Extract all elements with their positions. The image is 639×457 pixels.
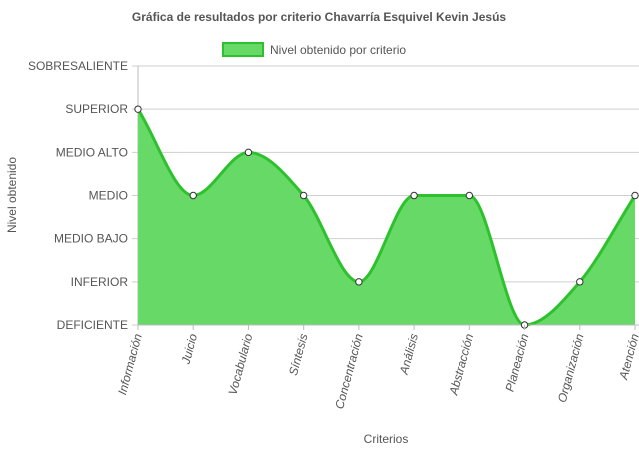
y-tick-label: SUPERIOR <box>65 102 128 116</box>
y-axis-label: Nivel obtenido <box>5 157 19 233</box>
x-tick-label: Organización <box>555 332 587 404</box>
data-point-Síntesis[interactable] <box>299 191 308 200</box>
y-tick-label: MEDIO <box>89 189 128 203</box>
data-point-Atención[interactable] <box>631 191 639 200</box>
y-tick-label: SOBRESALIENTE <box>28 59 128 73</box>
legend-swatch <box>222 42 264 57</box>
data-point-Concentración[interactable] <box>355 278 363 286</box>
y-tick-label: DEFICIENTE <box>57 318 128 332</box>
x-tick-label: Vocabulario <box>226 332 256 397</box>
x-tick-label: Análisis <box>397 332 421 377</box>
x-axis-label: Criterios <box>364 432 409 446</box>
series-area <box>136 108 639 327</box>
y-tick-label: INFERIOR <box>71 275 129 289</box>
series-line <box>136 108 637 327</box>
chart-title: Gráfica de resultados por criterio Chava… <box>132 10 506 24</box>
x-tick-label: Síntesis <box>286 332 311 377</box>
series-points <box>134 105 639 329</box>
data-point-Juicio[interactable] <box>189 191 197 200</box>
y-axis-ticks: DEFICIENTE INFERIOR MEDIO BAJO MEDIO MEDIO A… <box>28 59 128 332</box>
x-tick-label: Atención <box>616 332 639 382</box>
legend-label: Nivel obtenido por criterio <box>270 43 406 57</box>
x-tick-label: Planeación <box>503 332 532 393</box>
y-tick-label: MEDIO BAJO <box>54 232 128 246</box>
legend[interactable]: Nivel obtenido por criterio <box>222 42 406 57</box>
x-tick-label: Concentración <box>332 332 366 411</box>
y-tick-label: MEDIO ALTO <box>56 145 128 159</box>
data-point-Organización[interactable] <box>576 278 584 286</box>
x-tick-label: Abstracción <box>446 332 476 397</box>
data-point-Información[interactable] <box>134 105 142 113</box>
data-point-Análisis[interactable] <box>410 191 418 200</box>
x-tick-label: Información <box>115 332 145 396</box>
x-tick-label: Juicio <box>178 332 200 367</box>
data-point-Vocabulario[interactable] <box>244 148 253 157</box>
x-axis-ticks: Información Juicio Vocabulario Síntesis Conc… <box>115 325 639 411</box>
series-area-fill <box>138 109 635 326</box>
data-point-Abstracción[interactable] <box>465 191 474 200</box>
